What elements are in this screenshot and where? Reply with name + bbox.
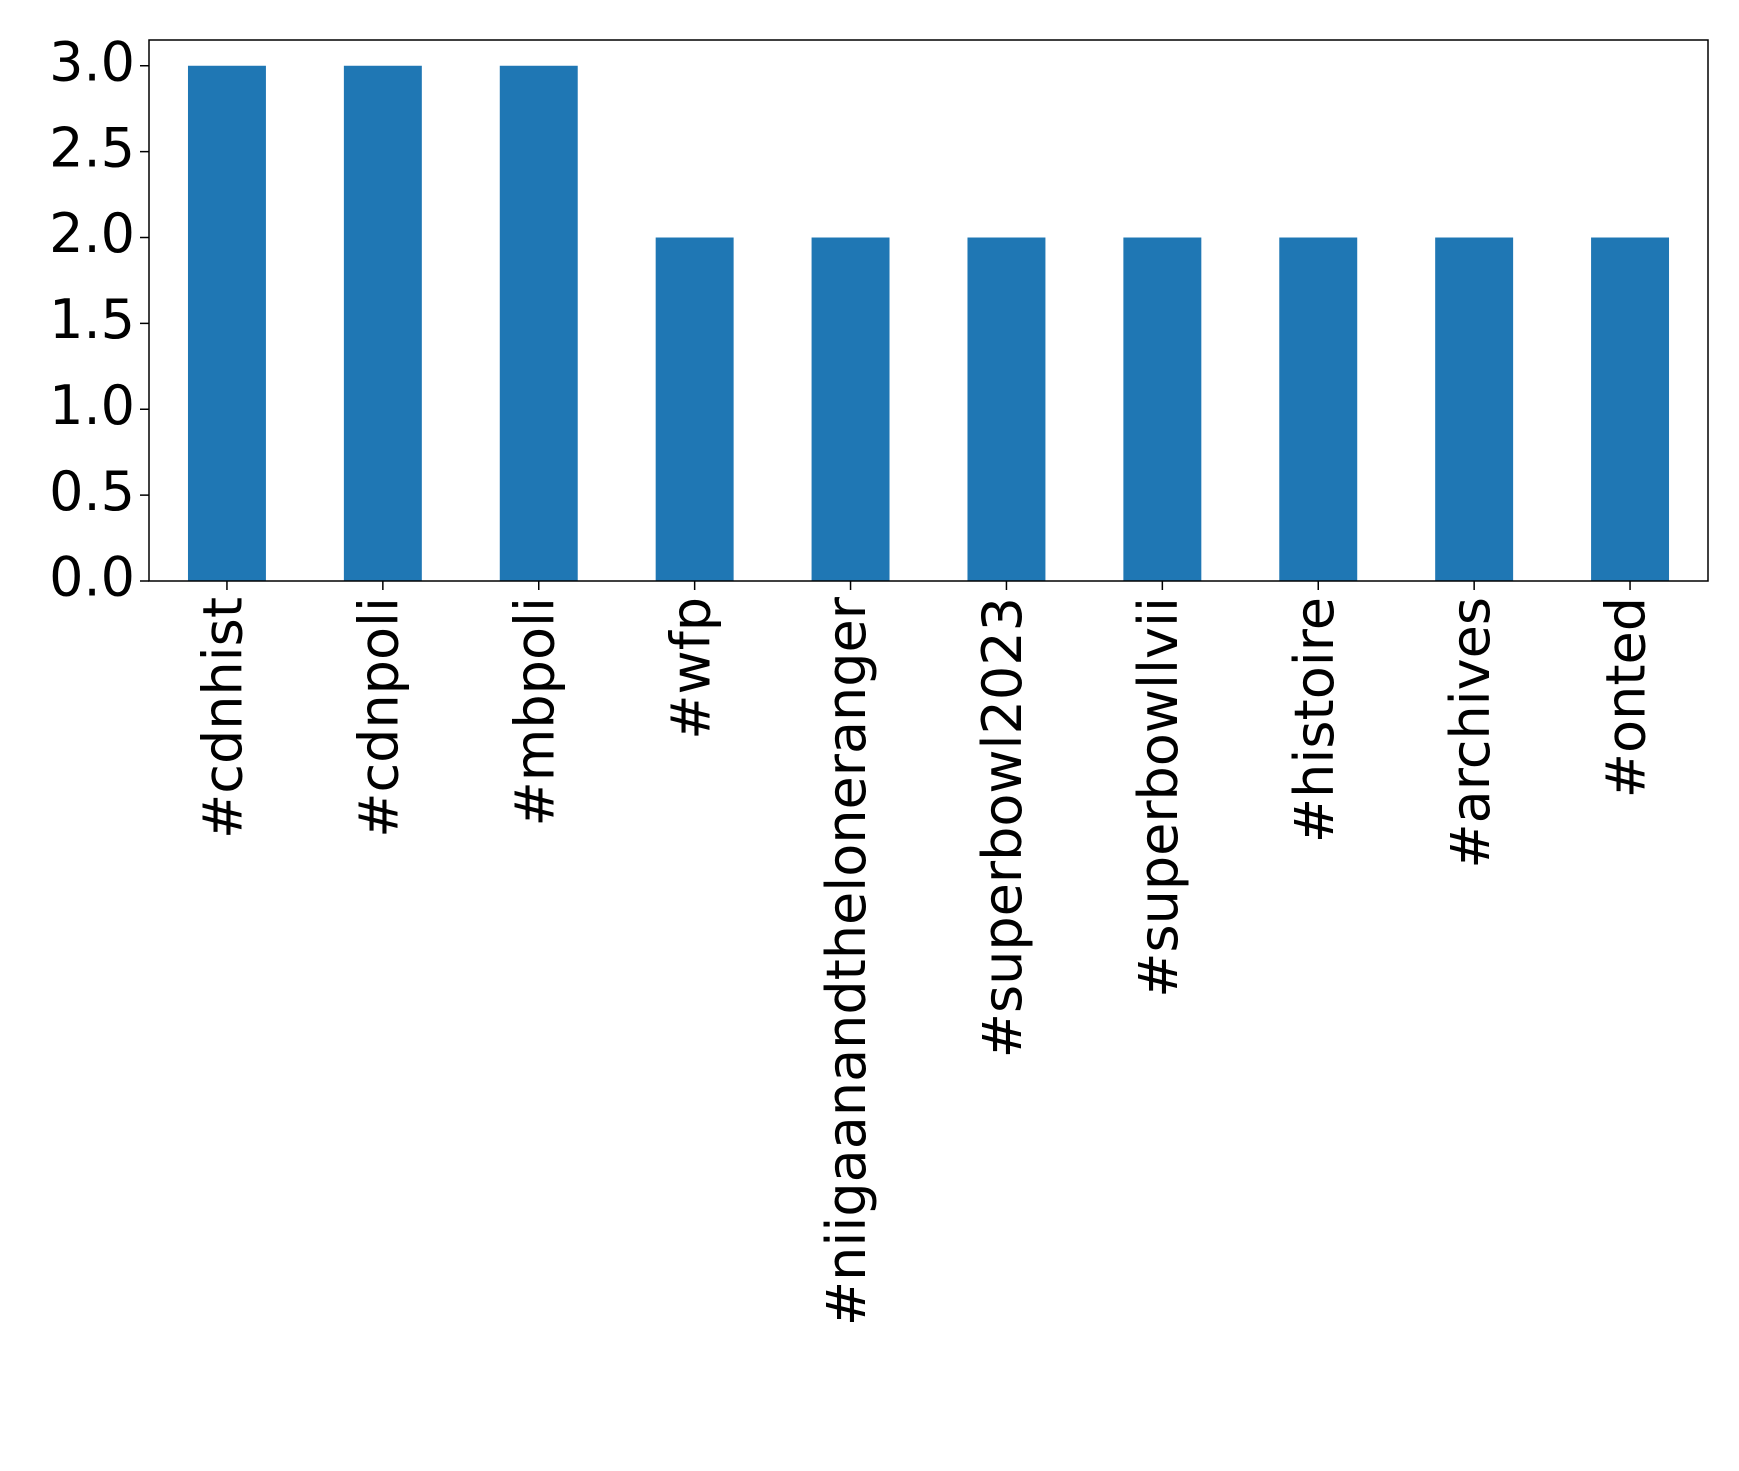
bar xyxy=(967,237,1046,581)
x-tick-label: #niigaanandtheloneranger xyxy=(815,596,878,1326)
bar xyxy=(1279,237,1358,581)
x-tick-label: #cdnhist xyxy=(192,597,255,839)
x-tick-label: #archives xyxy=(1439,597,1502,869)
x-tick-label: #superbowllvii xyxy=(1127,597,1190,998)
bar xyxy=(187,65,266,581)
x-tick-label: #histoire xyxy=(1283,597,1346,843)
x-tick-label: #onted xyxy=(1595,597,1658,798)
y-tick-label: 3.0 xyxy=(49,30,135,93)
bar xyxy=(811,237,890,581)
x-tick-label: #cdnpoli xyxy=(347,597,410,838)
y-tick-label: 1.0 xyxy=(49,374,135,437)
x-tick-label: #wfp xyxy=(659,597,722,740)
bar xyxy=(1123,237,1202,581)
y-tick-label: 2.5 xyxy=(49,116,135,179)
bar xyxy=(1435,237,1514,581)
y-tick-label: 2.0 xyxy=(49,202,135,265)
y-tick-label: 1.5 xyxy=(49,288,135,351)
x-tick-label: #mbpoli xyxy=(503,597,566,826)
bar xyxy=(343,65,422,581)
y-tick-label: 0.0 xyxy=(49,546,135,609)
x-tick-label: #superbowl2023 xyxy=(971,597,1034,1058)
bar xyxy=(499,65,578,581)
plot-frame xyxy=(148,39,1709,582)
y-tick-label: 0.5 xyxy=(49,460,135,523)
bar xyxy=(1591,237,1670,581)
bar xyxy=(655,237,734,581)
